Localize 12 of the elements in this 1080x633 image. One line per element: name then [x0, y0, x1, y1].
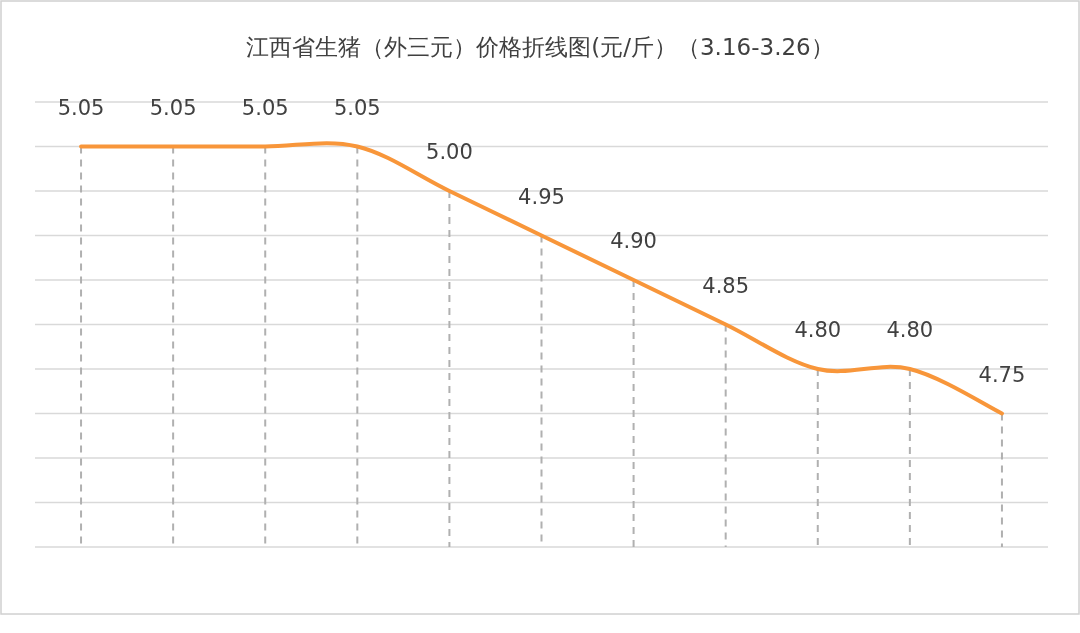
data-label: 4.80	[886, 318, 934, 342]
data-label: 5.05	[149, 95, 197, 120]
data-label: 5.05	[57, 95, 105, 120]
data-label: 4.75	[978, 362, 1026, 387]
data-label: 4.80	[794, 318, 842, 342]
data-label: 4.95	[518, 184, 565, 209]
data-label: 5.05	[333, 95, 381, 120]
data-label: 5.00	[426, 140, 473, 164]
data-label: 4.90	[610, 229, 657, 253]
data-label: 4.85	[702, 273, 750, 298]
data-label: 5.05	[241, 95, 289, 120]
title: 江西省生猪（外三元）价格折线图(元/斤）（3.16-3.26）	[246, 34, 834, 60]
